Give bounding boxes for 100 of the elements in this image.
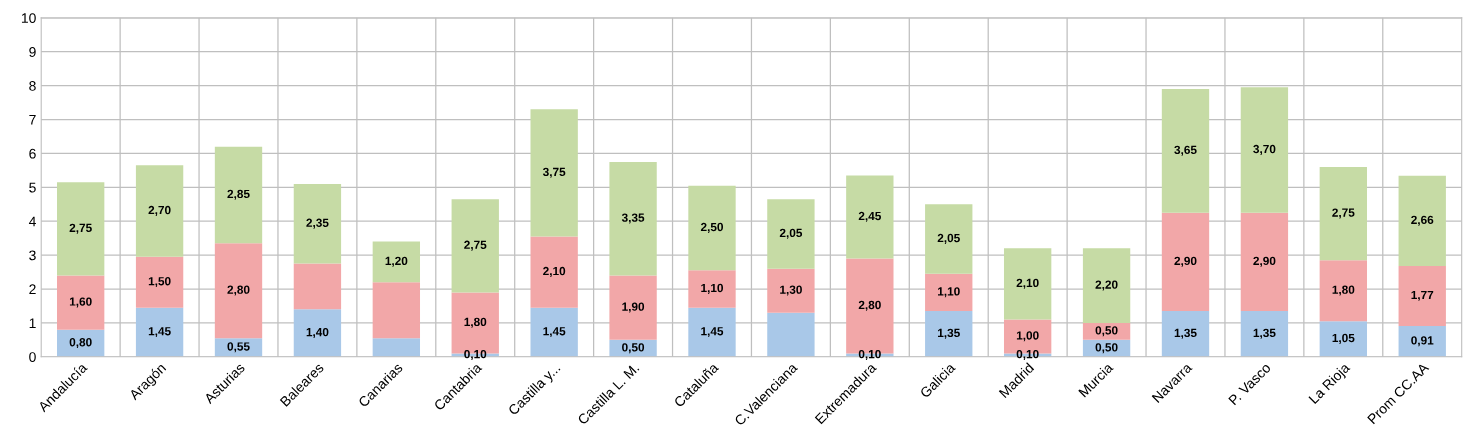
data-label: 1,10 bbox=[938, 287, 960, 298]
bar bbox=[1398, 175, 1446, 266]
bar bbox=[372, 241, 421, 283]
data-label: 1,77 bbox=[1411, 290, 1434, 301]
bar bbox=[1398, 265, 1446, 326]
bar bbox=[293, 309, 342, 357]
data-label: 2,10 bbox=[543, 266, 566, 277]
bar bbox=[1319, 260, 1367, 322]
bar bbox=[767, 268, 815, 313]
bar bbox=[1240, 212, 1289, 312]
data-label: 2,85 bbox=[227, 189, 250, 200]
data-label: 1,45 bbox=[148, 327, 171, 338]
bar bbox=[1161, 89, 1210, 213]
bar bbox=[372, 282, 421, 339]
bar bbox=[1319, 321, 1367, 357]
y-tick-label: 8 bbox=[29, 80, 36, 91]
bar bbox=[372, 338, 421, 357]
data-label: 1,60 bbox=[69, 297, 92, 308]
y-tick-label: 3 bbox=[29, 250, 36, 261]
data-label: 2,80 bbox=[858, 300, 881, 311]
bar bbox=[293, 183, 342, 264]
data-label: 0,91 bbox=[1411, 336, 1434, 347]
bar bbox=[925, 204, 973, 274]
bar bbox=[293, 263, 342, 310]
data-label: 1,00 bbox=[1016, 331, 1039, 342]
bar bbox=[1082, 248, 1131, 323]
bar bbox=[1161, 311, 1210, 357]
data-label: 1,80 bbox=[464, 317, 487, 328]
y-tick-label: 6 bbox=[29, 148, 36, 159]
bar bbox=[1161, 212, 1210, 312]
data-label: 0,50 bbox=[1095, 326, 1118, 337]
data-label: 2,90 bbox=[1174, 256, 1197, 267]
bar bbox=[451, 199, 499, 293]
y-tick-label: 7 bbox=[29, 115, 36, 125]
data-label: 0,50 bbox=[622, 343, 645, 354]
data-label: 2,10 bbox=[1016, 278, 1039, 289]
y-tick-label: 1 bbox=[29, 318, 36, 328]
data-label: 1,90 bbox=[622, 302, 645, 313]
bar bbox=[57, 275, 105, 330]
bar bbox=[530, 109, 578, 237]
bar bbox=[609, 275, 657, 340]
bar bbox=[1319, 166, 1367, 261]
bar bbox=[846, 175, 894, 259]
data-label: 1,05 bbox=[1332, 333, 1355, 344]
bar bbox=[135, 307, 184, 357]
bar bbox=[530, 307, 578, 357]
y-tick-label: 9 bbox=[29, 47, 36, 57]
data-label: 2,90 bbox=[1253, 256, 1276, 267]
bar bbox=[767, 199, 815, 269]
data-label: 2,80 bbox=[227, 285, 250, 296]
bar bbox=[135, 165, 184, 257]
bar bbox=[609, 161, 657, 276]
y-tick-label: 2 bbox=[29, 284, 36, 295]
data-label: 1,35 bbox=[1174, 328, 1197, 339]
bar bbox=[1398, 325, 1446, 357]
bar bbox=[530, 236, 578, 308]
data-label: 2,75 bbox=[1332, 208, 1355, 219]
data-label: 2,45 bbox=[858, 211, 881, 222]
bar bbox=[57, 182, 105, 276]
data-label: 1,30 bbox=[780, 285, 802, 296]
data-label: 1,35 bbox=[938, 328, 960, 339]
bar bbox=[1240, 87, 1289, 213]
data-label: 2,70 bbox=[148, 205, 171, 216]
y-tick-label: 10 bbox=[21, 13, 36, 24]
bar bbox=[1003, 248, 1052, 320]
data-label: 2,66 bbox=[1411, 215, 1434, 226]
data-label: 1,45 bbox=[701, 327, 724, 338]
y-tick-label: 0 bbox=[29, 352, 36, 362]
data-label: 0,80 bbox=[69, 338, 92, 349]
data-label: 1,50 bbox=[148, 277, 171, 288]
data-label: 1,35 bbox=[1253, 328, 1276, 339]
bar bbox=[214, 243, 263, 339]
data-label: 2,05 bbox=[937, 233, 960, 244]
data-label: 3,75 bbox=[542, 167, 566, 178]
data-label: 3,65 bbox=[1174, 145, 1197, 156]
bar bbox=[688, 307, 736, 357]
data-label: 1,10 bbox=[701, 283, 723, 294]
bar bbox=[688, 185, 736, 271]
data-label: 2,75 bbox=[69, 223, 92, 234]
data-label: 0,50 bbox=[1095, 343, 1118, 354]
bar bbox=[925, 311, 973, 357]
data-label: 1,80 bbox=[1332, 285, 1355, 296]
data-label: 2,50 bbox=[700, 222, 723, 233]
y-tick-label: 4 bbox=[28, 216, 36, 227]
bar bbox=[688, 270, 736, 308]
bar bbox=[1240, 311, 1289, 357]
data-label: 1,45 bbox=[543, 327, 566, 338]
bar bbox=[135, 256, 184, 308]
bar bbox=[925, 273, 973, 312]
bar bbox=[214, 146, 263, 244]
bar bbox=[767, 312, 815, 357]
data-label: 0,10 bbox=[858, 349, 881, 360]
data-label: 0,10 bbox=[464, 349, 487, 360]
y-tick-label: 5 bbox=[29, 182, 36, 193]
data-label: 1,40 bbox=[306, 327, 329, 338]
data-label: 1,20 bbox=[385, 256, 408, 267]
data-label: 2,05 bbox=[779, 228, 803, 239]
data-label: 2,35 bbox=[306, 218, 329, 229]
data-label: 3,70 bbox=[1253, 144, 1276, 155]
data-label: 3,35 bbox=[621, 213, 645, 224]
